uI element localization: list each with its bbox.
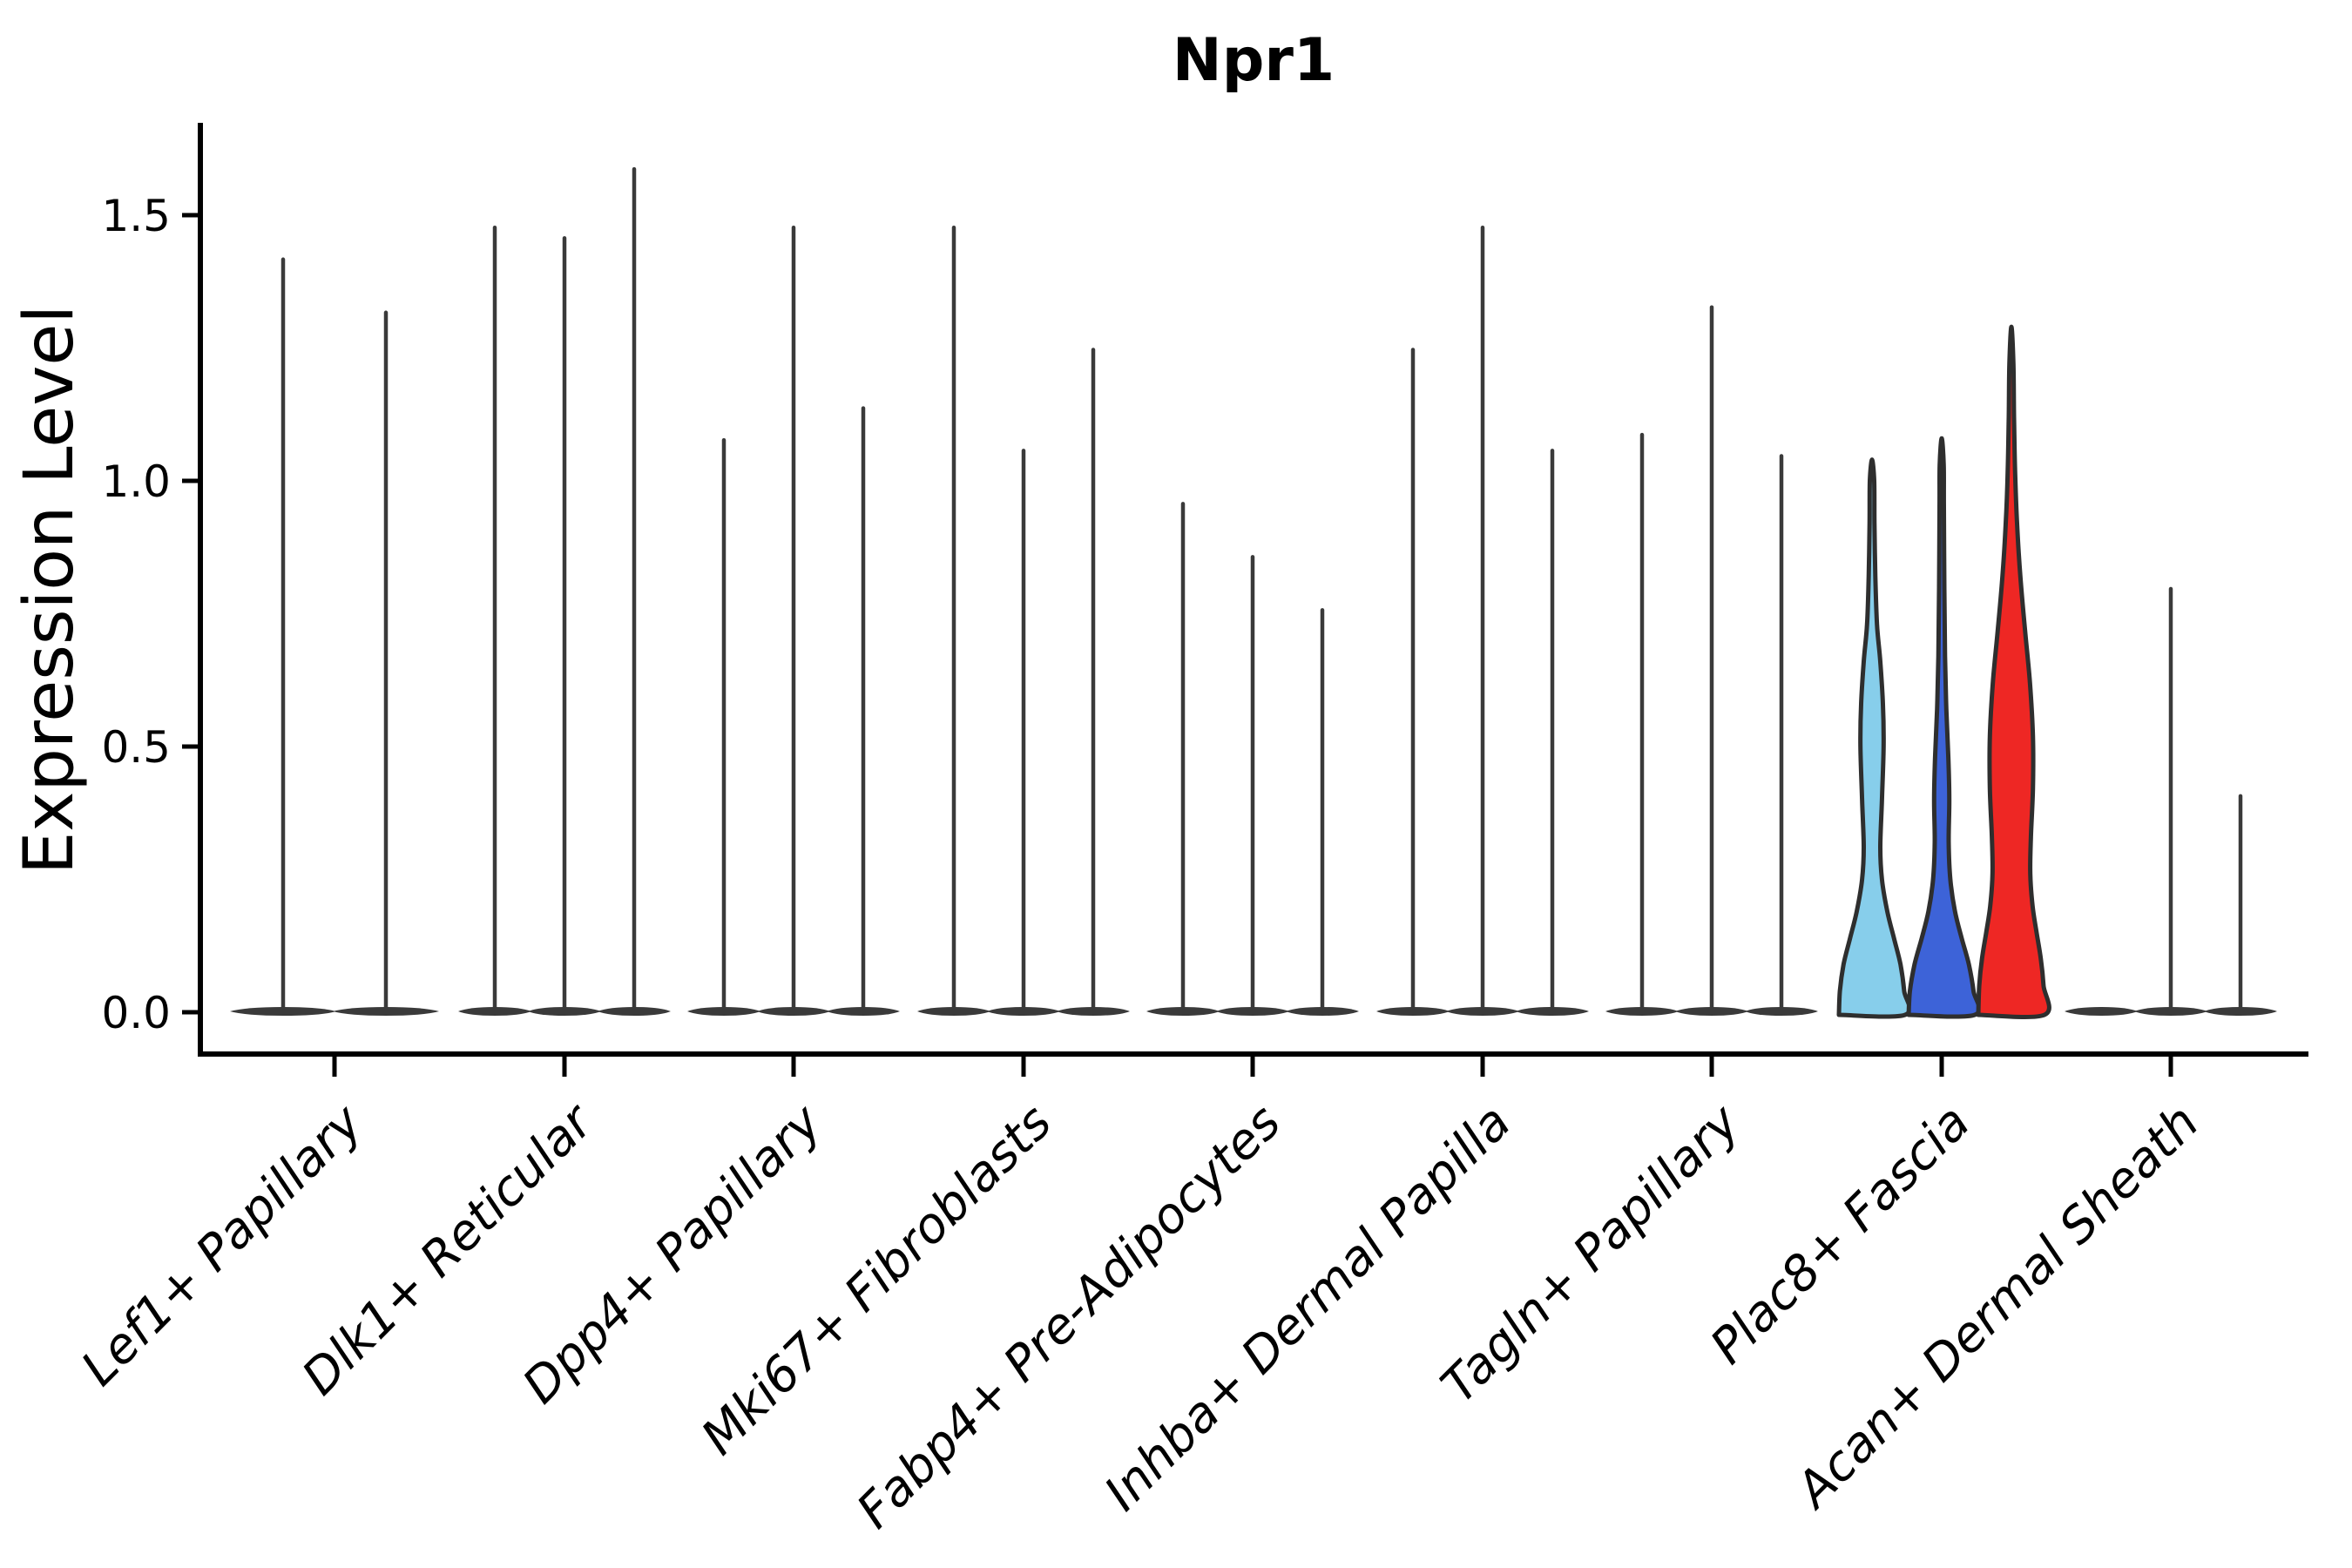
violin-base bbox=[1675, 1007, 1748, 1016]
y-axis-label: Expression Level bbox=[10, 304, 89, 875]
violin-base bbox=[1057, 1007, 1130, 1016]
violin-base bbox=[1286, 1007, 1359, 1016]
chart-title: Npr1 bbox=[1172, 26, 1335, 95]
violin-base bbox=[333, 1007, 439, 1016]
violin-base bbox=[2134, 1007, 2207, 1016]
violin-base bbox=[458, 1007, 531, 1016]
violin-body bbox=[1836, 457, 1912, 1019]
violin-base bbox=[230, 1007, 336, 1016]
violin-base bbox=[917, 1007, 990, 1016]
violin-base bbox=[987, 1007, 1060, 1016]
violin-base bbox=[1146, 1007, 1220, 1016]
violin-base bbox=[528, 1007, 601, 1016]
violin-base bbox=[687, 1007, 760, 1016]
x-tick-label: Acan+ Dermal Sheath bbox=[1784, 1094, 2210, 1520]
x-tick-label: Fabp4+ Pre-Adipocytes bbox=[847, 1094, 1292, 1539]
violin-base bbox=[827, 1007, 900, 1016]
violin-base bbox=[1446, 1007, 1519, 1016]
x-tick-label: Inhba+ Dermal Papilla bbox=[1094, 1094, 1522, 1522]
violin-base bbox=[1516, 1007, 1589, 1016]
violin-base bbox=[1216, 1007, 1289, 1016]
y-tick-label: 0.0 bbox=[101, 988, 171, 1038]
y-tick-label: 1.5 bbox=[101, 191, 171, 241]
violin-base bbox=[598, 1007, 671, 1016]
violin-body bbox=[1906, 436, 1982, 1019]
y-tick-label: 0.5 bbox=[101, 722, 171, 773]
violin-base bbox=[757, 1007, 830, 1016]
violin-base bbox=[2065, 1007, 2138, 1016]
violin-base bbox=[1376, 1007, 1450, 1016]
y-tick-label: 1.0 bbox=[101, 456, 171, 507]
violin-base bbox=[1745, 1007, 1818, 1016]
violin-base bbox=[1605, 1007, 1679, 1016]
violin-base bbox=[2204, 1007, 2277, 1016]
violin-body bbox=[1976, 324, 2051, 1019]
